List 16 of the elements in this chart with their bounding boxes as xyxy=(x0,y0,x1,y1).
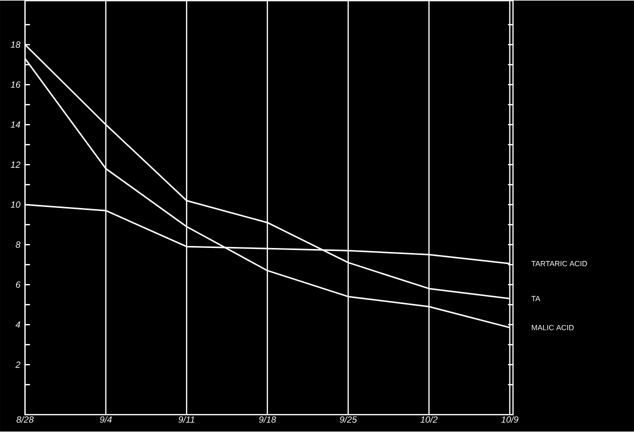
x-tick-label: 8/28 xyxy=(16,416,34,423)
y-tick-label: 12 xyxy=(10,162,20,168)
x-tick-label: 9/11 xyxy=(178,416,194,423)
x-tick-label: 9/4 xyxy=(100,416,112,423)
x-tick-label: 10/9 xyxy=(501,416,518,423)
y-tick-label: 16 xyxy=(10,82,20,88)
y-tick-label: 14 xyxy=(10,122,20,128)
y-tick-label: 4 xyxy=(16,322,20,328)
x-tick-label: 9/18 xyxy=(258,416,276,423)
y-tick-label: 2 xyxy=(15,362,20,368)
y-tick-label: 18 xyxy=(10,42,20,48)
y-tick-label: 10 xyxy=(10,202,20,208)
x-tick-label: 9/25 xyxy=(340,416,357,423)
x-tick-label: 10/2 xyxy=(420,416,438,423)
y-tick-label: 8 xyxy=(16,242,20,248)
y-tick-label: 6 xyxy=(16,282,20,288)
